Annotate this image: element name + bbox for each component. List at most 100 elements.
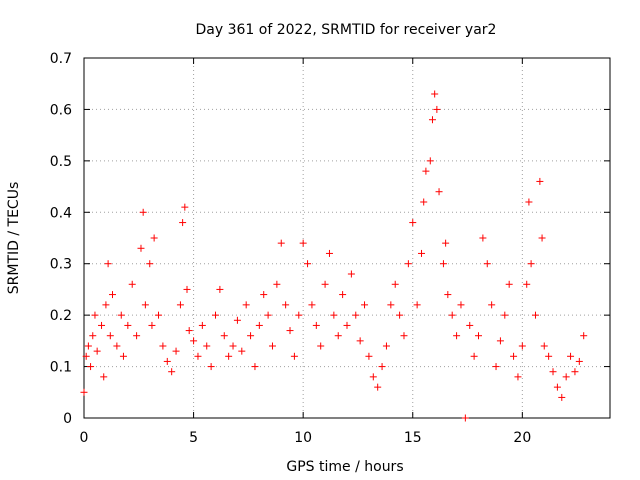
data-point	[374, 383, 382, 391]
data-point	[575, 357, 583, 365]
y-tick-label: 0.2	[50, 308, 72, 324]
data-point	[531, 311, 539, 319]
data-point	[431, 90, 439, 98]
data-point	[282, 301, 290, 309]
data-point	[98, 321, 106, 329]
data-point	[128, 280, 136, 288]
data-point	[540, 342, 548, 350]
x-tick-label: 0	[80, 430, 89, 446]
data-point	[150, 234, 158, 242]
data-point	[273, 280, 281, 288]
data-point	[361, 301, 369, 309]
x-axis-label: GPS time / hours	[286, 459, 403, 475]
data-point	[558, 393, 566, 401]
x-tick-label: 15	[404, 430, 422, 446]
data-point	[155, 311, 163, 319]
data-point	[457, 301, 465, 309]
data-point	[251, 363, 259, 371]
data-point	[356, 337, 364, 345]
data-point	[260, 291, 268, 299]
data-point	[413, 301, 421, 309]
data-point	[514, 373, 522, 381]
data-point	[352, 311, 360, 319]
data-point	[365, 352, 373, 360]
data-point	[104, 260, 112, 268]
data-point	[442, 239, 450, 247]
data-point	[545, 352, 553, 360]
data-point	[426, 157, 434, 165]
data-point	[183, 285, 191, 293]
data-point	[225, 352, 233, 360]
data-point	[505, 280, 513, 288]
data-point	[203, 342, 211, 350]
data-point	[525, 198, 533, 206]
data-point	[137, 244, 145, 252]
data-point	[369, 373, 377, 381]
data-point	[312, 321, 320, 329]
data-point	[501, 311, 509, 319]
data-point	[133, 332, 141, 340]
data-point	[139, 208, 147, 216]
axis-layer: 0 5 10 15 20 0 0.1 0.2 0.3 0.4 0.5 0.6 0.7	[50, 51, 611, 446]
data-point	[492, 363, 500, 371]
data-point	[409, 219, 417, 227]
data-point	[433, 105, 441, 113]
data-point	[141, 301, 149, 309]
y-tick-label: 0.6	[50, 102, 72, 118]
data-point	[113, 342, 121, 350]
y-axis-label: SRMTID / TECUs	[6, 182, 22, 295]
data-point	[382, 342, 390, 350]
data-point	[422, 167, 430, 175]
data-point	[435, 188, 443, 196]
data-point	[176, 301, 184, 309]
data-point	[549, 368, 557, 376]
data-point	[216, 285, 224, 293]
data-point	[207, 363, 215, 371]
data-point	[448, 311, 456, 319]
data-point	[339, 291, 347, 299]
data-points-layer	[80, 90, 588, 422]
data-point	[418, 249, 426, 257]
data-point	[404, 260, 412, 268]
data-point	[163, 357, 171, 365]
x-tick-label: 5	[189, 430, 198, 446]
data-point	[268, 342, 276, 350]
plot-frame	[83, 57, 611, 419]
data-point	[82, 352, 90, 360]
data-point	[117, 311, 125, 319]
chart-title: Day 361 of 2022, SRMTID for receiver yar…	[196, 22, 497, 38]
data-point	[439, 260, 447, 268]
y-tick-label: 0.1	[50, 360, 72, 376]
data-point	[518, 342, 526, 350]
data-point	[510, 352, 518, 360]
data-point	[100, 373, 108, 381]
x-tick-label: 20	[513, 430, 531, 446]
data-point	[233, 316, 241, 324]
data-point	[91, 311, 99, 319]
data-point	[290, 352, 298, 360]
data-point	[190, 337, 198, 345]
data-point	[400, 332, 408, 340]
data-point	[538, 234, 546, 242]
data-point	[198, 321, 206, 329]
data-point	[378, 363, 386, 371]
data-point	[108, 291, 116, 299]
data-point	[347, 270, 355, 278]
data-point	[89, 332, 97, 340]
x-tick-label: 10	[294, 430, 312, 446]
data-point	[185, 327, 193, 335]
data-point	[483, 260, 491, 268]
data-point	[567, 352, 575, 360]
data-point	[295, 311, 303, 319]
data-point	[391, 280, 399, 288]
data-point	[580, 332, 588, 340]
data-point	[325, 249, 333, 257]
data-point	[238, 347, 246, 355]
data-point	[87, 363, 95, 371]
y-tick-label: 0.7	[50, 51, 72, 67]
data-point	[80, 388, 88, 396]
data-point	[220, 332, 228, 340]
data-point	[181, 203, 189, 211]
